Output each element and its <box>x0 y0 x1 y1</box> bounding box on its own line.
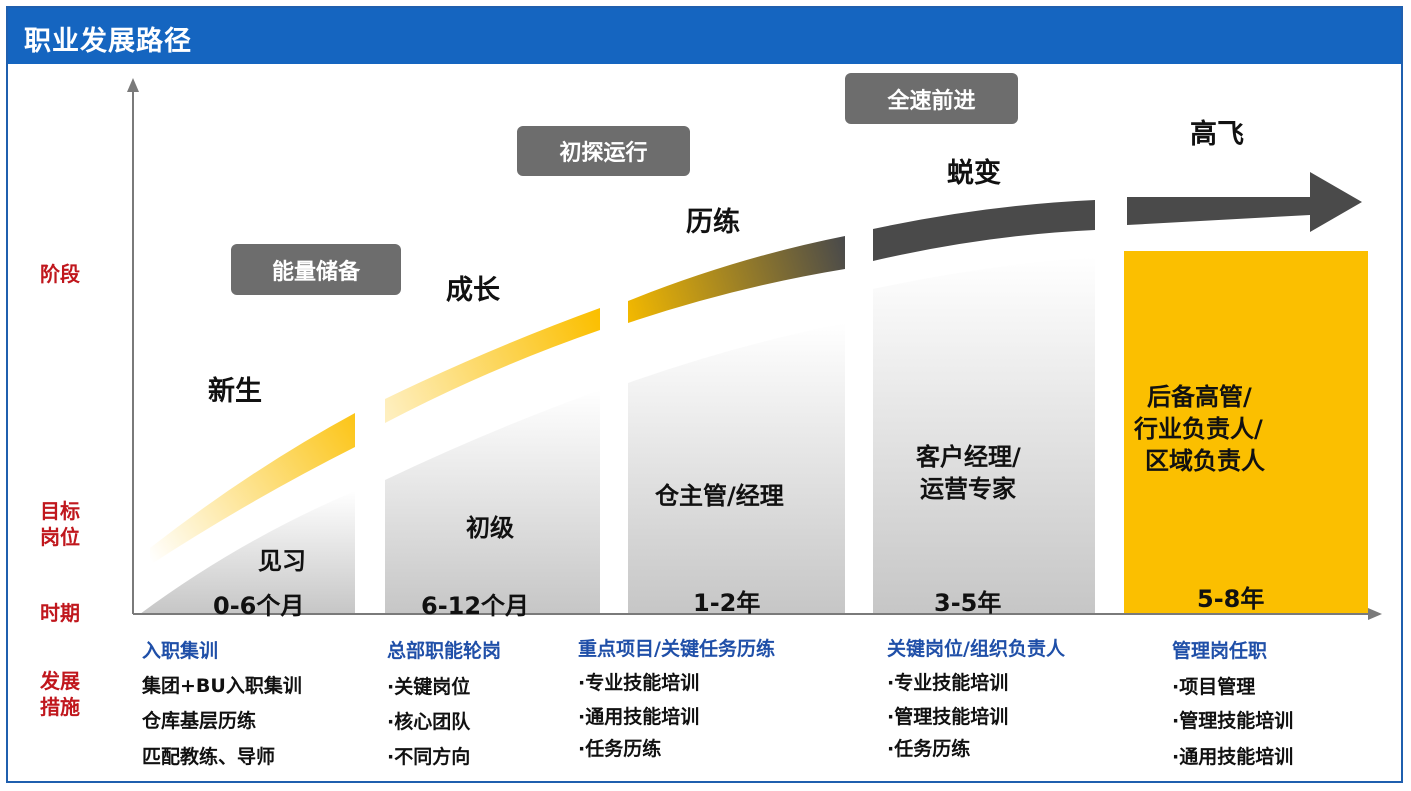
measure-item: ·关键岗位 <box>387 676 471 698</box>
growth-arrow <box>1127 172 1362 232</box>
y-axis-arrowhead <box>127 78 139 92</box>
stage-soaring: 高飞 <box>1190 119 1244 150</box>
measure-item: ·核心团队 <box>387 711 471 733</box>
measure-item: 匹配教练、导师 <box>142 746 276 768</box>
period-5-8-years: 5-8年 <box>1197 585 1265 613</box>
measure-item: ·管理技能培训 <box>887 706 1009 728</box>
stage-growth: 成长 <box>446 275 500 306</box>
measure-item: ·通用技能培训 <box>1172 746 1294 768</box>
target-operations-expert: 运营专家 <box>920 475 1016 503</box>
stage-experience: 历练 <box>686 207 740 238</box>
period-1-2-years: 1-2年 <box>693 589 761 617</box>
phase-pill-full-speed: 全速前进 <box>845 73 1018 124</box>
target-industry-head: 行业负责人/ <box>1134 415 1263 443</box>
row-label-measures-line2: 措施 <box>40 695 80 719</box>
row-label-measures-line1: 发展 <box>40 669 80 693</box>
measure-heading: 重点项目/关键任务历练 <box>578 638 775 660</box>
phase-pill-initial-run: 初探运行 <box>517 126 690 176</box>
measure-heading: 入职集训 <box>142 640 219 662</box>
row-label-target-line1: 目标 <box>40 499 80 523</box>
target-junior: 初级 <box>466 514 514 542</box>
measure-item: 仓库基层历练 <box>142 710 257 732</box>
stage-newborn: 新生 <box>208 376 262 407</box>
phase-pill-energy-reserve: 能量储备 <box>231 244 401 295</box>
measure-heading: 管理岗任职 <box>1172 640 1268 662</box>
growth-curve-segment-3 <box>628 236 845 323</box>
period-0-6-months: 0-6个月 <box>213 592 305 620</box>
measure-item: ·专业技能培训 <box>887 672 1009 694</box>
period-column-4 <box>873 257 1095 614</box>
period-3-5-years: 3-5年 <box>934 589 1002 617</box>
period-column-5-highlight <box>1124 251 1368 614</box>
target-warehouse-manager: 仓主管/经理 <box>655 482 784 510</box>
target-trainee: 见习 <box>258 547 306 575</box>
stage-transformation: 蜕变 <box>947 158 1001 189</box>
measure-item: 集团+BU入职集训 <box>142 675 302 697</box>
row-label-target-line2: 岗位 <box>40 525 80 549</box>
measure-item: ·管理技能培训 <box>1172 710 1294 732</box>
measure-item: ·专业技能培训 <box>578 672 700 694</box>
period-column-2 <box>385 390 600 614</box>
target-account-manager: 客户经理/ <box>916 443 1021 471</box>
measure-item: ·任务历练 <box>578 738 662 760</box>
measure-heading: 总部职能轮岗 <box>387 640 502 662</box>
growth-curve-segment-4 <box>873 200 1095 261</box>
period-6-12-months: 6-12个月 <box>421 592 530 620</box>
row-label-period: 时期 <box>40 601 80 625</box>
period-column-3 <box>628 323 845 614</box>
measure-item: ·通用技能培训 <box>578 706 700 728</box>
growth-curve-segment-1 <box>150 413 355 565</box>
measure-item: ·项目管理 <box>1172 676 1256 698</box>
title-bar: 职业发展路径 <box>8 8 1401 64</box>
growth-curve-segment-2 <box>385 308 600 423</box>
measure-item: ·不同方向 <box>387 746 471 768</box>
target-regional-head: 区域负责人 <box>1145 447 1265 475</box>
page-title: 职业发展路径 <box>24 26 192 57</box>
x-axis-arrowhead <box>1368 608 1382 620</box>
measure-heading: 关键岗位/组织负责人 <box>887 638 1065 660</box>
measure-item: ·任务历练 <box>887 738 971 760</box>
period-column-1 <box>140 491 355 614</box>
row-label-stage: 阶段 <box>40 262 80 286</box>
target-reserve-executive: 后备高管/ <box>1147 383 1252 411</box>
